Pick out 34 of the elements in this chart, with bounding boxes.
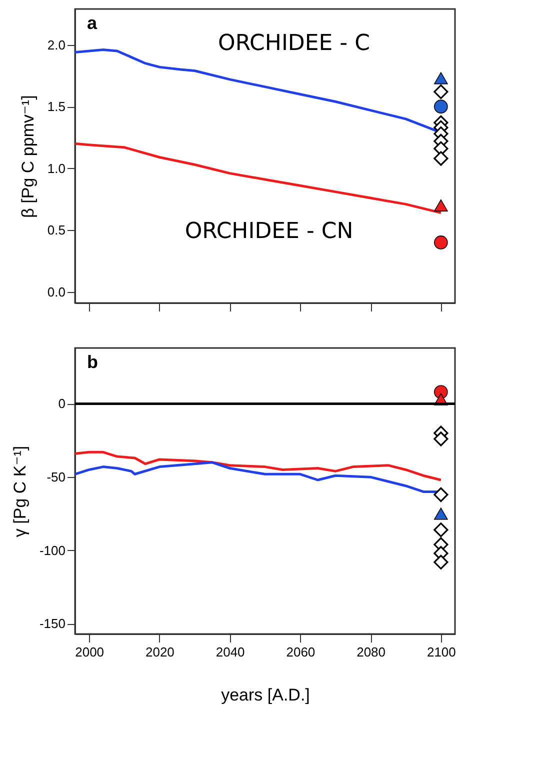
point	[434, 508, 448, 520]
chart-title: a	[87, 13, 98, 33]
x-tick-label: 2080	[356, 644, 386, 660]
chart-title: b	[87, 352, 98, 372]
series-label: ORCHIDEE - C	[218, 31, 370, 56]
x-axis-title: years [A.D.]	[221, 686, 310, 704]
x-tick-label: 2000	[75, 644, 104, 660]
point	[434, 487, 448, 502]
point	[434, 554, 448, 570]
x-tick-label: 2100	[426, 644, 456, 660]
point	[434, 84, 448, 100]
point	[434, 522, 448, 538]
x-tick-label: 2060	[286, 644, 316, 660]
y-tick-label: 0.0	[47, 284, 66, 300]
y-axis-title: β [Pg C ppmv⁻¹]	[18, 95, 38, 218]
y-tick-label: 2.0	[47, 37, 66, 52]
point	[434, 432, 448, 446]
point	[434, 236, 448, 250]
point	[434, 199, 448, 212]
y-tick-label: 0.5	[47, 222, 66, 238]
line-series	[75, 450, 442, 482]
y-tick-label: 1.5	[47, 99, 66, 114]
series-label: ORCHIDEE - CN	[184, 219, 354, 244]
y-tick-label: -150	[39, 616, 66, 632]
y-tick-label: -100	[39, 542, 66, 558]
x-tick-label: 2020	[145, 644, 174, 660]
x-tick-label: 2040	[216, 644, 245, 660]
point	[434, 151, 448, 166]
y-tick-label: 1.0	[47, 160, 66, 176]
y-tick-label: 0	[58, 396, 66, 412]
point	[434, 72, 448, 84]
y-tick-label: -50	[46, 470, 66, 485]
y-axis-title: γ [Pg C K⁻¹]	[10, 446, 30, 538]
point	[434, 100, 448, 114]
